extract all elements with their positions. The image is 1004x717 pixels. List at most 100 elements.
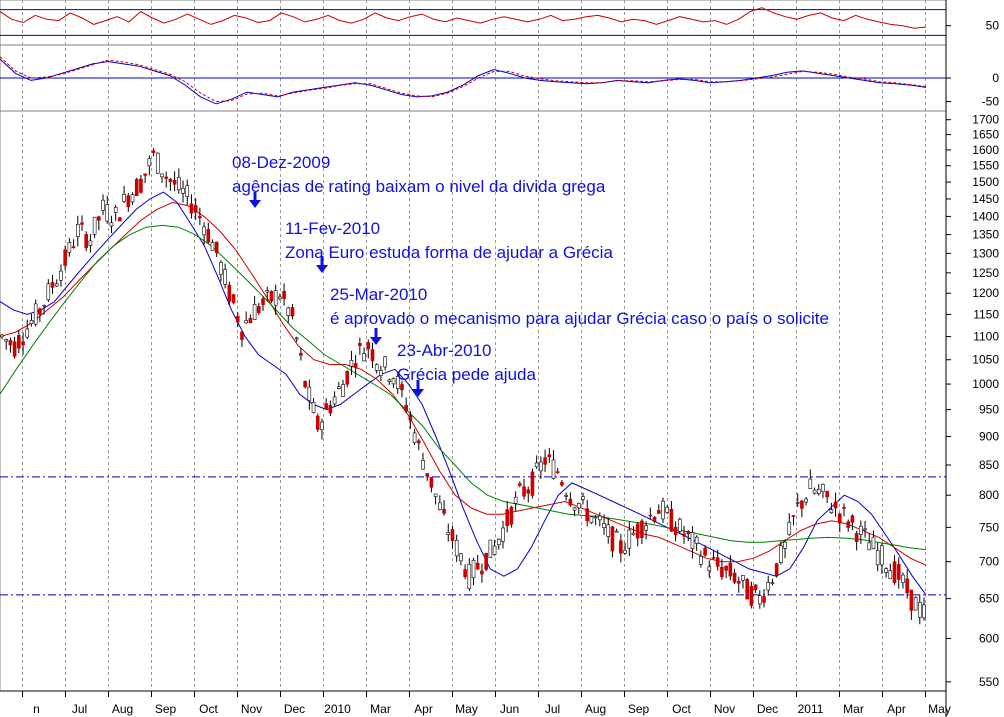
- candlestick: [732, 568, 737, 585]
- candlestick: [505, 500, 510, 533]
- candlestick: [244, 311, 248, 324]
- candlestick: [261, 296, 265, 311]
- candlestick: [362, 347, 366, 362]
- candlestick: [450, 525, 455, 549]
- candlestick: [122, 185, 126, 203]
- candlestick: [585, 499, 589, 527]
- candlestick: [804, 497, 808, 506]
- candlestick: [530, 468, 535, 499]
- candlestick: [438, 495, 442, 511]
- candlestick: [880, 543, 884, 574]
- candlestick: [257, 302, 261, 316]
- candlestick: [442, 500, 446, 516]
- candlestick: [88, 234, 93, 253]
- candlestick: [109, 215, 114, 234]
- x-tick-label: Nov: [714, 702, 735, 716]
- candlestick: [151, 148, 156, 157]
- price-y-tick-label: 850: [979, 458, 999, 472]
- x-tick-label: Jul: [545, 702, 560, 716]
- candlestick: [867, 533, 872, 551]
- candlestick: [581, 492, 585, 505]
- candlestick: [509, 505, 514, 528]
- candlestick: [370, 342, 375, 368]
- candlestick: [526, 486, 531, 503]
- candlestick: [383, 355, 387, 371]
- candlestick: [888, 563, 893, 580]
- candlestick: [75, 215, 80, 247]
- x-tick-label: Nov: [241, 702, 262, 716]
- candlestick: [118, 216, 122, 222]
- candlestick: [602, 514, 606, 535]
- candlestick: [21, 332, 25, 355]
- candlestick: [105, 195, 110, 224]
- annotation-1-date: 08-Dez-2009: [232, 153, 330, 172]
- moving-average-line: [0, 224, 927, 551]
- price-y-tick-label: 1550: [972, 159, 999, 173]
- candlestick: [387, 378, 392, 385]
- candlestick: [189, 194, 194, 219]
- candlestick: [745, 578, 749, 600]
- candlestick: [223, 263, 227, 289]
- candlestick: [640, 518, 644, 544]
- x-axis-labels: n Jul Aug Sep Oct Nov Dec 2010 Mar Apr May Jun Jul Au…: [22, 691, 951, 716]
- candlestick: [909, 589, 914, 620]
- candlestick: [825, 490, 829, 503]
- price-y-tick-label: 1350: [972, 228, 999, 242]
- candlestick: [332, 391, 337, 407]
- candlestick: [345, 370, 350, 388]
- annotation-3-arrow: [370, 328, 382, 345]
- x-tick-label: May: [928, 702, 951, 716]
- oscillator-2-y-tick-label: 0: [992, 71, 999, 85]
- candlestick: [816, 484, 821, 496]
- annotation-4-text: Grécia pede ajuda: [397, 365, 536, 384]
- price-y-tick-label: 1700: [972, 113, 999, 127]
- candlestick: [492, 540, 497, 556]
- candlestick: [711, 550, 716, 560]
- candlestick: [147, 155, 152, 176]
- x-tick-label: Oct: [672, 702, 691, 716]
- candlestick: [80, 215, 84, 231]
- candlestick: [454, 534, 459, 562]
- candlestick: [46, 279, 51, 303]
- candlestick: [779, 541, 783, 565]
- candlestick: [850, 514, 855, 531]
- candlestick: [543, 449, 547, 472]
- candlestick: [320, 418, 324, 440]
- x-tick-label: Aug: [585, 702, 606, 716]
- candlestick: [770, 578, 775, 586]
- candlestick: [324, 398, 328, 410]
- price-y-tick-label: 1050: [972, 353, 999, 367]
- candlestick: [686, 530, 691, 542]
- candlestick: [547, 447, 552, 463]
- x-tick-label: May: [455, 702, 478, 716]
- candlestick: [54, 279, 59, 287]
- candlestick: [433, 493, 438, 505]
- moving-average-line: [0, 191, 927, 596]
- candlestick: [341, 379, 345, 397]
- candlestick: [661, 497, 665, 523]
- moving-average-line: [0, 201, 927, 566]
- x-tick-label: Jul: [72, 702, 87, 716]
- candlestick: [795, 493, 800, 507]
- candlestick: [240, 331, 244, 347]
- candlestick: [518, 481, 522, 488]
- candlestick: [800, 499, 804, 518]
- candlestick: [307, 379, 312, 410]
- candlestick: [715, 549, 720, 571]
- candlestick: [25, 319, 30, 340]
- annotation-1-text: agências de rating baixam o nivel da div…: [232, 177, 606, 196]
- price-y-tick-label: 800: [979, 488, 999, 502]
- candlestick: [791, 514, 796, 526]
- candlestick: [652, 516, 657, 524]
- annotation-4-arrow: [412, 380, 424, 397]
- candlestick: [627, 522, 632, 557]
- price-y-tick-label: 1150: [973, 307, 999, 321]
- oscillator-1-y-tick-label: 50: [986, 19, 1000, 33]
- price-y-tick-label: 900: [979, 430, 999, 444]
- oscillator-2-series: [0, 58, 927, 105]
- candlestick: [315, 413, 320, 432]
- candlestick: [480, 563, 484, 583]
- candlestick: [854, 530, 859, 551]
- candlestick: [459, 552, 463, 566]
- candlestick: [12, 336, 17, 359]
